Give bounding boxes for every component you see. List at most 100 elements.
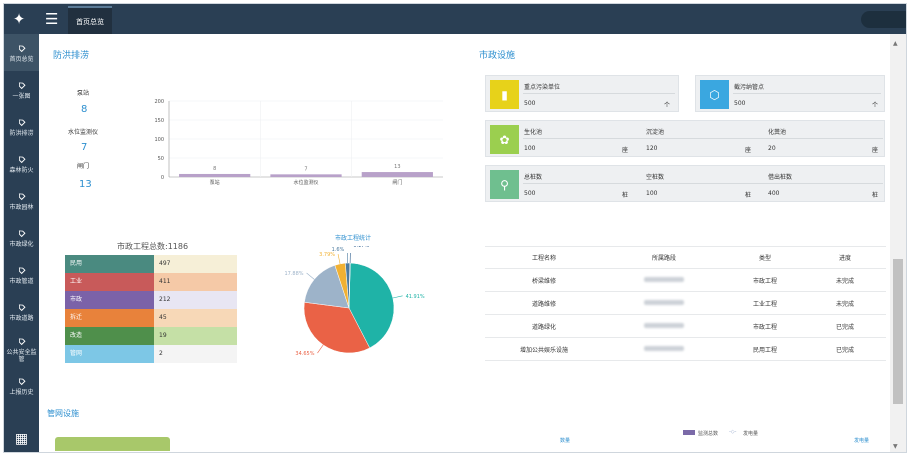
sidebar-item-garden[interactable]: ⌂ 市政园林: [4, 182, 39, 219]
card-title: 空桩数: [646, 174, 665, 181]
card-value: 500: [734, 100, 746, 107]
projects-table: 工程名称 所属路段 类型 进度 桥梁维修 市政工程 未完成 道路维修 工业工程 …: [485, 246, 886, 361]
table-row[interactable]: 道路绿化 市政工程 已完成: [485, 315, 886, 338]
engineering-table: 民用 497 工业 411 市政 212 拆迁 45 改造 19 管网 2: [65, 255, 237, 363]
row-value: 497: [154, 255, 237, 273]
table-row[interactable]: 桥梁维修 市政工程 未完成: [485, 269, 886, 292]
card-title: 总桩数: [524, 174, 543, 181]
pie-label: 0.17%: [353, 246, 369, 249]
card-unit: 个: [664, 102, 671, 109]
table-row: 管网 2: [65, 345, 237, 363]
tag-icon: ⌂: [14, 299, 29, 314]
app-window: ✦ ☰ 首页总览 ⌂ 首页总览 ⌂ 一张图 ⌂ 防洪排涝 ⌂ 森林防火 ⌂ 市政园林 ⌂ 市…: [3, 3, 907, 453]
card-value: 120: [646, 145, 658, 152]
scroll-thumb[interactable]: [893, 259, 903, 404]
tag-icon: ⌂: [14, 262, 29, 277]
table-row: 市政 212: [65, 291, 237, 309]
scroll-down-icon[interactable]: ▼: [893, 443, 898, 450]
card-unit: 桩: [745, 192, 752, 199]
dashboard: 防洪排涝 泵站 8 水位监测仪 7 闸门 13 0 50 100 150 200 8 泵站 7…: [39, 34, 892, 452]
row-value: 45: [154, 309, 237, 327]
project-type: 工业工程: [752, 300, 777, 308]
bar: [361, 172, 433, 177]
sidebar-item-label: 市政管道: [9, 278, 34, 285]
sidebar-item-history[interactable]: ⌂ 上报历史: [4, 367, 39, 404]
header-status: 进度: [838, 255, 851, 262]
sidebar-item-pipes[interactable]: ⌂ 市政管道: [4, 256, 39, 293]
tag-icon: ⌂: [14, 114, 29, 129]
legend-line-icon: -◇-: [729, 429, 737, 435]
row-value: 411: [154, 273, 237, 291]
menu-toggle-icon[interactable]: ☰: [45, 10, 59, 28]
stat-label: 泵站: [77, 90, 90, 97]
tag-icon: ⌂: [14, 333, 29, 348]
header-name: 工程名称: [531, 255, 556, 262]
pie-leader: [317, 344, 324, 354]
table-row[interactable]: 道路维修 工业工程 未完成: [485, 292, 886, 315]
sidebar-item-label: 市政园林: [9, 204, 34, 211]
sidebar-item-label: 市政道路: [9, 315, 34, 322]
table-row[interactable]: 增加公共娱乐设施 民用工程 已完成: [485, 338, 886, 361]
user-pill[interactable]: [861, 11, 906, 28]
blurred-text: [644, 299, 684, 305]
bar-chart: 0 50 100 150 200 8 泵站 7 水位监测仪 13 闸门: [154, 99, 443, 186]
project-name: 增加公共娱乐设施: [519, 346, 568, 354]
card-value: 500: [524, 190, 536, 197]
card-value: 100: [646, 190, 658, 197]
card-unit: 座: [745, 147, 752, 154]
table-header: 工程名称 所属路段 类型 进度: [485, 246, 886, 269]
sidebar-item-flood[interactable]: ⌂ 防洪排涝: [4, 108, 39, 145]
sidebar-item-label: 公共安全监管: [6, 348, 37, 363]
sidebar-item-label: 首页总览: [9, 56, 34, 63]
y-tick-label: 0: [161, 175, 164, 181]
table-row: 民用 497: [65, 255, 237, 273]
card-unit: 座: [622, 147, 629, 154]
sidebar-item-roads[interactable]: ⌂ 市政道路: [4, 293, 39, 330]
sidebar-item-label: 一张图: [12, 93, 31, 100]
bar: [270, 174, 342, 177]
apps-grid-icon[interactable]: ▦: [14, 431, 29, 447]
blurred-text: [644, 345, 684, 351]
card-title: 借出桩数: [768, 174, 793, 181]
card-divider: [733, 93, 881, 94]
sidebar-item-safety[interactable]: ⌂ 公共安全监管: [4, 330, 39, 367]
pie-title: 市政工程统计: [335, 235, 372, 242]
project-section: [603, 322, 725, 330]
row-name: 工业: [65, 273, 154, 291]
pie-label: 17.88%: [284, 271, 303, 277]
scroll-up-icon[interactable]: ▲: [893, 40, 898, 47]
y-tick-label: 100: [154, 137, 164, 143]
blurred-text: [644, 276, 684, 282]
tab-home-overview[interactable]: 首页总览: [68, 6, 112, 34]
tag-icon: ⌂: [14, 225, 29, 240]
sidebar-item-label: 防洪排涝: [9, 130, 34, 137]
card-unit: 桩: [872, 192, 879, 199]
tag-icon: ⌂: [14, 373, 29, 388]
tag-icon: ⌂: [14, 40, 29, 55]
tag-icon: ⌂: [14, 77, 29, 92]
project-type: 市政工程: [752, 277, 777, 285]
scrollbar[interactable]: ▲ ▼: [890, 34, 906, 452]
plant-icon: ✿: [490, 125, 519, 154]
bar-value-label: 13: [394, 164, 400, 170]
sidebar-item-greening[interactable]: ⌂ 市政绿化: [4, 219, 39, 256]
card-pollution: ▮ 重点污染单位 500 个: [485, 75, 679, 112]
card-sewage: ⬡ 截污纳管点 500 个: [695, 75, 885, 112]
sidebar-item-map[interactable]: ⌂ 一张图: [4, 71, 39, 108]
project-section: [603, 299, 725, 307]
y-tick-label: 50: [158, 156, 164, 162]
bar-value-label: 8: [213, 166, 216, 172]
engineering-summary: 市政工程总数:1186: [117, 242, 189, 251]
row-value: 19: [154, 327, 237, 345]
row-name: 市政: [65, 291, 154, 309]
row-name: 管网: [65, 345, 154, 363]
trash-icon: ▮: [490, 80, 519, 109]
pie-label: 3.79%: [319, 252, 335, 258]
sidebar-item-home[interactable]: ⌂ 首页总览: [4, 34, 39, 71]
card-value: 500: [524, 100, 536, 107]
sidebar-item-forest-fire[interactable]: ⌂ 森林防火: [4, 145, 39, 182]
section-title-municipal: 市政设施: [479, 51, 516, 61]
blurred-text: [644, 322, 684, 328]
card-value: 20: [768, 145, 776, 152]
table-row: 改造 19: [65, 327, 237, 345]
